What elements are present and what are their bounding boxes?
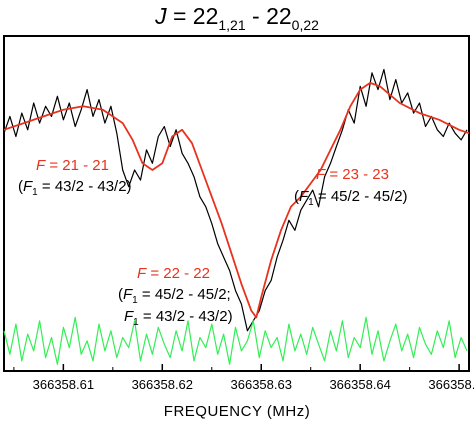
annotation-f21-label: F = 21 - 21 bbox=[36, 157, 109, 174]
x-axis-title: FREQUENCY (MHz) bbox=[164, 403, 310, 420]
annotation-f23-f1-label: (F1 = 45/2 - 45/2) bbox=[294, 188, 408, 208]
plot-frame bbox=[3, 35, 470, 372]
annotation-f23-label: F = 23 - 23 bbox=[316, 166, 389, 183]
annotation-f22: F = 22 - 22 (F1 = 45/2 - 45/2; F1 = 43/2… bbox=[118, 265, 233, 328]
series-line-observed-spectrum bbox=[3, 68, 468, 332]
series-observed-spectrum bbox=[3, 68, 468, 332]
title-sub1: 1,21 bbox=[218, 17, 245, 33]
annotation-f23: F = 23 - 23 (F1 = 45/2 - 45/2) bbox=[294, 166, 408, 208]
annotation-f21: F = 21 - 21 (F1 = 43/2 - 43/2) bbox=[18, 157, 132, 198]
x-axis-ticks: 366358.61 366358.62 366358.63 366358.64 3663… bbox=[13, 364, 474, 392]
x-tick-label: 366358.64 bbox=[329, 377, 390, 392]
series-residual bbox=[3, 316, 468, 365]
chart-title: J = 221,21 - 220,22 bbox=[154, 3, 319, 33]
series-line-fitted-profile bbox=[3, 82, 470, 319]
x-tick-label: 366358.61 bbox=[33, 377, 94, 392]
title-dash: - 22 bbox=[246, 3, 292, 29]
annotation-f22-f1-cont: F1 = 43/2 - 43/2) bbox=[124, 308, 233, 328]
series-fitted-profile bbox=[3, 82, 470, 319]
annotation-f22-f1-label: (F1 = 45/2 - 45/2; bbox=[118, 286, 231, 306]
title-sub2: 0,22 bbox=[292, 17, 319, 33]
x-tick-label: 366358.65 bbox=[428, 377, 474, 392]
x-tick-label: 366358.62 bbox=[132, 377, 193, 392]
annotation-f22-label: F = 22 - 22 bbox=[137, 265, 210, 282]
title-j: J bbox=[154, 3, 167, 29]
title-eq: = 22 bbox=[167, 3, 219, 29]
series-line-residual bbox=[3, 316, 468, 365]
x-tick-label: 366358.63 bbox=[231, 377, 292, 392]
annotation-f21-f1-label: (F1 = 43/2 - 43/2) bbox=[18, 178, 132, 198]
series-layer bbox=[3, 68, 470, 365]
